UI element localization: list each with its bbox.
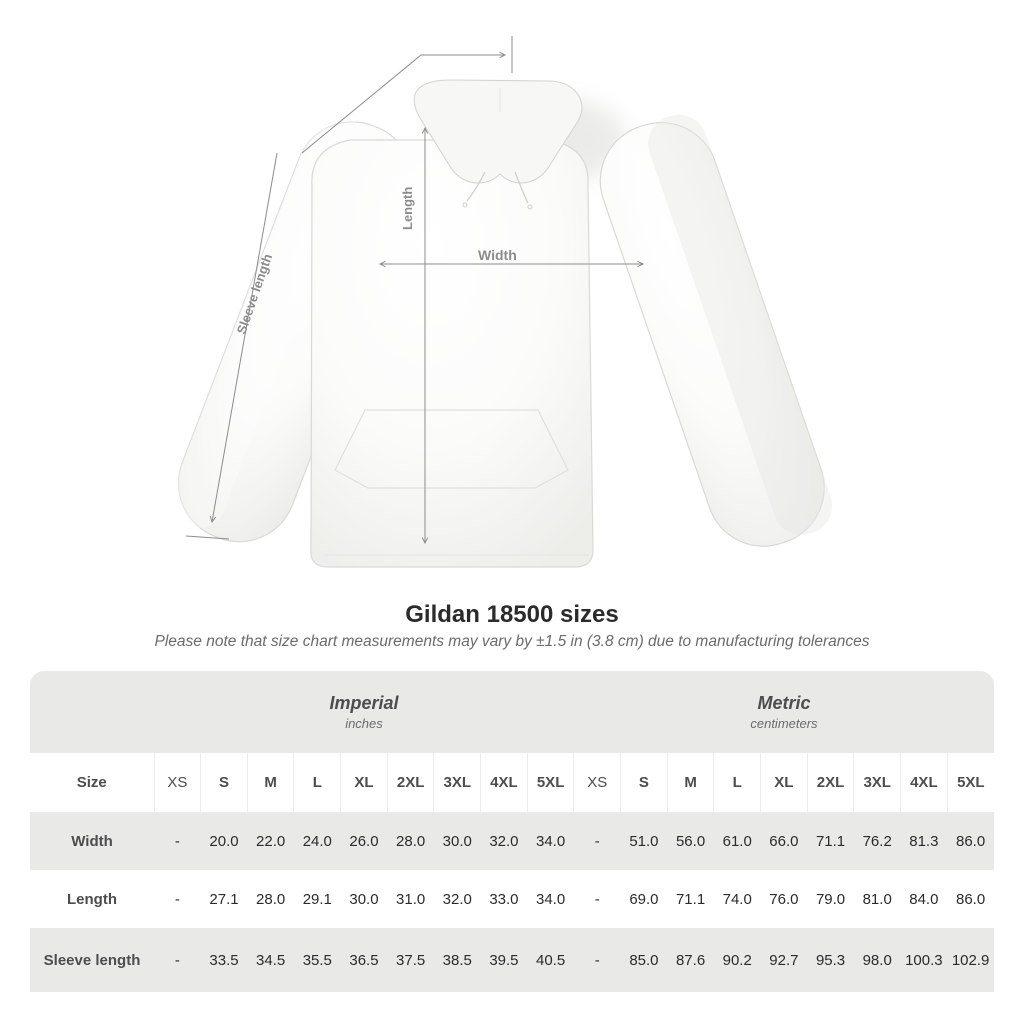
svg-text:Length: Length (400, 187, 415, 230)
svg-text:Width: Width (478, 247, 517, 263)
